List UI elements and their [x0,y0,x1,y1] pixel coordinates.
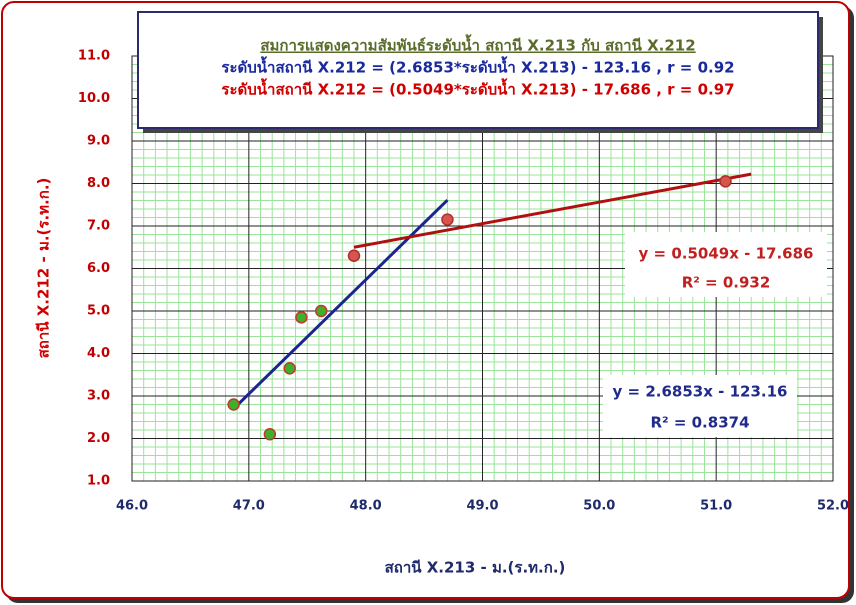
x-tick-label: 51.0 [700,499,732,514]
trend-label: R² = 0.8374 [650,414,749,432]
x-tick-label: 50.0 [583,499,615,514]
y-tick-label: 7.0 [87,219,110,234]
x-tick-label: 46.0 [116,499,148,514]
point [283,362,296,375]
x-tick-label: 49.0 [466,499,498,514]
point [295,311,308,324]
equation: ระดับน้ำสถานี X.212 = (2.6853*ระดับน้ำ X… [221,56,734,77]
trend-label: y = 2.6853x - 123.16 [613,383,788,401]
point [263,428,277,441]
x-axis-title: สถานี X.213 - ม.(ร.ท.ก.) [385,559,566,577]
x-tick-label: 48.0 [350,499,382,514]
y-tick-label: 6.0 [87,261,110,276]
y-tick-label: 1.0 [87,474,110,489]
point [315,304,328,318]
point [441,213,454,226]
y-tick-label: 11.0 [78,49,110,64]
trend-label: R² = 0.932 [682,274,771,292]
trend-label: y = 0.5049x - 17.686 [639,245,814,263]
point [719,175,732,188]
y-tick-label: 4.0 [87,346,110,361]
y-tick-label: 8.0 [87,176,110,191]
chart-title: สมการแสดงความสัมพันธ์ระดับน้ำ สถานี X.21… [260,34,695,55]
title-box [137,11,819,129]
y-axis-title: สถานี X.212 - ม.(ร.ท.ก.) [35,178,53,359]
y-tick-label: 5.0 [87,304,110,319]
point [347,249,361,262]
y-tick-label: 10.0 [78,91,110,106]
y-tick-label: 2.0 [87,431,110,446]
trend-line [232,199,449,410]
trend-line [353,172,752,249]
point [227,398,240,411]
trend-label-box [603,375,797,437]
y-tick-label: 3.0 [87,389,110,404]
y-tick-label: 9.0 [87,134,110,149]
x-tick-label: 47.0 [233,499,265,514]
trend-label-box [625,232,827,297]
annotations: สมการแสดงความสัมพันธ์ระดับน้ำ สถานี X.21… [35,11,827,577]
equation: ระดับน้ำสถานี X.212 = (0.5049*ระดับน้ำ X… [221,78,734,99]
x-tick-label: 52.0 [817,499,849,514]
